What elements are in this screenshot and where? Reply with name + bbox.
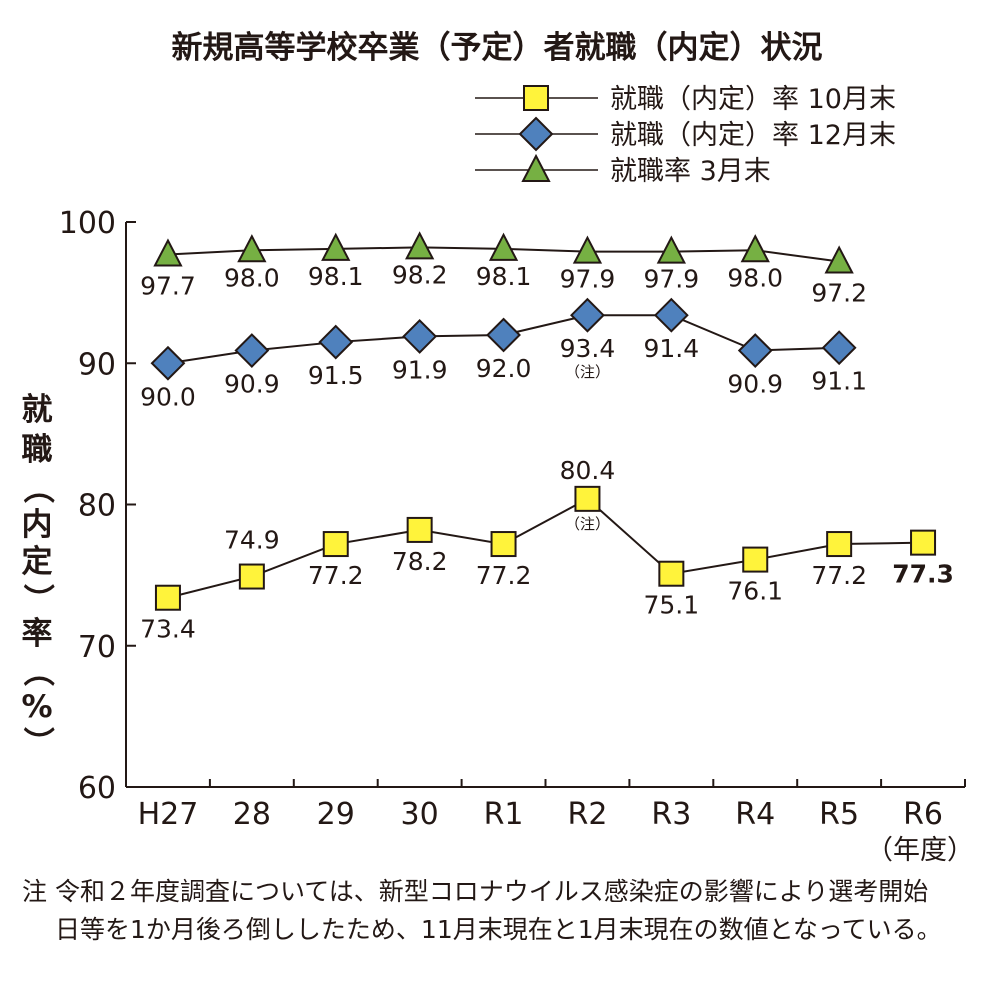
y-axis-label-char: % (21, 689, 52, 725)
data-point (322, 531, 349, 558)
legend-marker (521, 153, 551, 182)
annotation-note: （注） (565, 515, 610, 533)
data-label: 97.9 (644, 265, 700, 294)
y-tick-label: 90 (78, 347, 116, 382)
data-point (150, 345, 186, 381)
data-label: 98.0 (224, 263, 280, 292)
footnote-line-2: 日等を1か月後ろ倒ししたため、11月末現在と1月末現在の数値となっている。 (55, 915, 942, 944)
data-point (821, 330, 857, 366)
legend-marker (523, 85, 549, 111)
data-point (910, 529, 937, 556)
data-point (653, 297, 689, 333)
y-axis-label-char: 内 (22, 507, 53, 543)
data-point (154, 584, 181, 611)
data-point (740, 234, 770, 263)
y-axis-label-char: ） (19, 584, 55, 615)
x-tick-label: R4 (735, 797, 775, 832)
data-label: 97.9 (560, 265, 616, 294)
data-label: 97.2 (811, 279, 867, 308)
y-axis-label-char: （ (19, 473, 55, 504)
legend-marker (518, 116, 554, 152)
x-tick-label: 30 (401, 797, 439, 832)
x-tick-label: R1 (484, 797, 524, 832)
y-axis-label-char: 定 (22, 544, 53, 580)
data-point (742, 546, 769, 573)
data-label: 77.3 (892, 560, 954, 589)
data-point (656, 235, 686, 264)
x-tick-label: 28 (233, 797, 271, 832)
data-label: 98.0 (727, 263, 783, 292)
data-point (321, 232, 351, 261)
data-label: 80.4 (560, 456, 616, 485)
data-label: 74.9 (224, 526, 280, 555)
data-point (574, 485, 601, 512)
y-axis-label-char: 職 (22, 432, 53, 468)
data-label: 90.9 (224, 370, 280, 399)
data-label: 91.4 (644, 334, 700, 363)
data-label: 91.9 (392, 355, 448, 384)
data-label: 90.0 (140, 382, 196, 411)
data-point (490, 531, 517, 558)
data-label: 97.7 (140, 271, 196, 300)
y-axis-label-char: ） (19, 727, 55, 758)
data-point (486, 317, 521, 353)
data-label: 98.1 (308, 262, 364, 291)
x-tick-label: R3 (651, 797, 691, 832)
series-line (167, 497, 924, 599)
x-tick-label: R2 (567, 797, 607, 832)
chart-title: 新規高等学校卒業（予定）者就職（内定）状況 (172, 30, 823, 66)
data-label: 92.0 (476, 354, 532, 383)
data-label: 98.2 (392, 260, 448, 289)
y-axis-label-char: （ (19, 656, 55, 687)
data-label: 76.1 (727, 577, 783, 606)
data-label: 93.4 (560, 334, 616, 363)
y-tick-label: 70 (78, 630, 116, 665)
data-label: 90.9 (727, 370, 783, 399)
data-point (237, 234, 267, 263)
x-tick-label: H27 (138, 797, 199, 832)
legend-label: 就職（内定）率 10月末 (610, 84, 896, 115)
data-point (488, 232, 519, 261)
data-point (658, 560, 685, 587)
data-label: 75.1 (644, 591, 700, 620)
data-point (572, 235, 603, 264)
data-label: 73.4 (140, 615, 196, 644)
legend-label: 就職（内定）率 12月末 (610, 120, 896, 151)
y-tick-label: 80 (78, 489, 116, 524)
x-tick-label: 29 (317, 797, 355, 832)
data-point (826, 531, 853, 558)
y-axis-label-char: 率 (22, 616, 53, 652)
x-tick-label: R5 (819, 797, 859, 832)
data-label: 98.1 (476, 262, 532, 291)
legend-label: 就職率 3月末 (610, 156, 771, 187)
data-point (402, 318, 438, 354)
y-tick-label: 100 (59, 206, 116, 241)
x-axis-label: （年度） (866, 835, 974, 866)
x-tick-label: R6 (903, 797, 943, 832)
data-point (234, 333, 270, 368)
data-label: 91.1 (811, 367, 867, 396)
y-axis-label-char: 就 (22, 392, 53, 428)
data-point (318, 324, 354, 360)
data-point (737, 333, 773, 368)
data-point (238, 563, 265, 590)
footnote-line-1: 注 令和２年度調査については、新型コロナウイルス感染症の影響により選考開始 (22, 877, 929, 906)
data-point (570, 297, 605, 333)
data-label: 78.2 (392, 547, 448, 576)
data-point (824, 245, 854, 274)
y-tick-label: 60 (78, 771, 116, 806)
data-label: 77.2 (476, 561, 532, 590)
data-point (153, 238, 183, 267)
data-point (406, 516, 433, 543)
data-label: 91.5 (308, 361, 364, 390)
data-label: 77.2 (308, 561, 364, 590)
data-point (405, 231, 435, 260)
annotation-note: （注） (565, 363, 610, 381)
data-label: 77.2 (811, 561, 867, 590)
